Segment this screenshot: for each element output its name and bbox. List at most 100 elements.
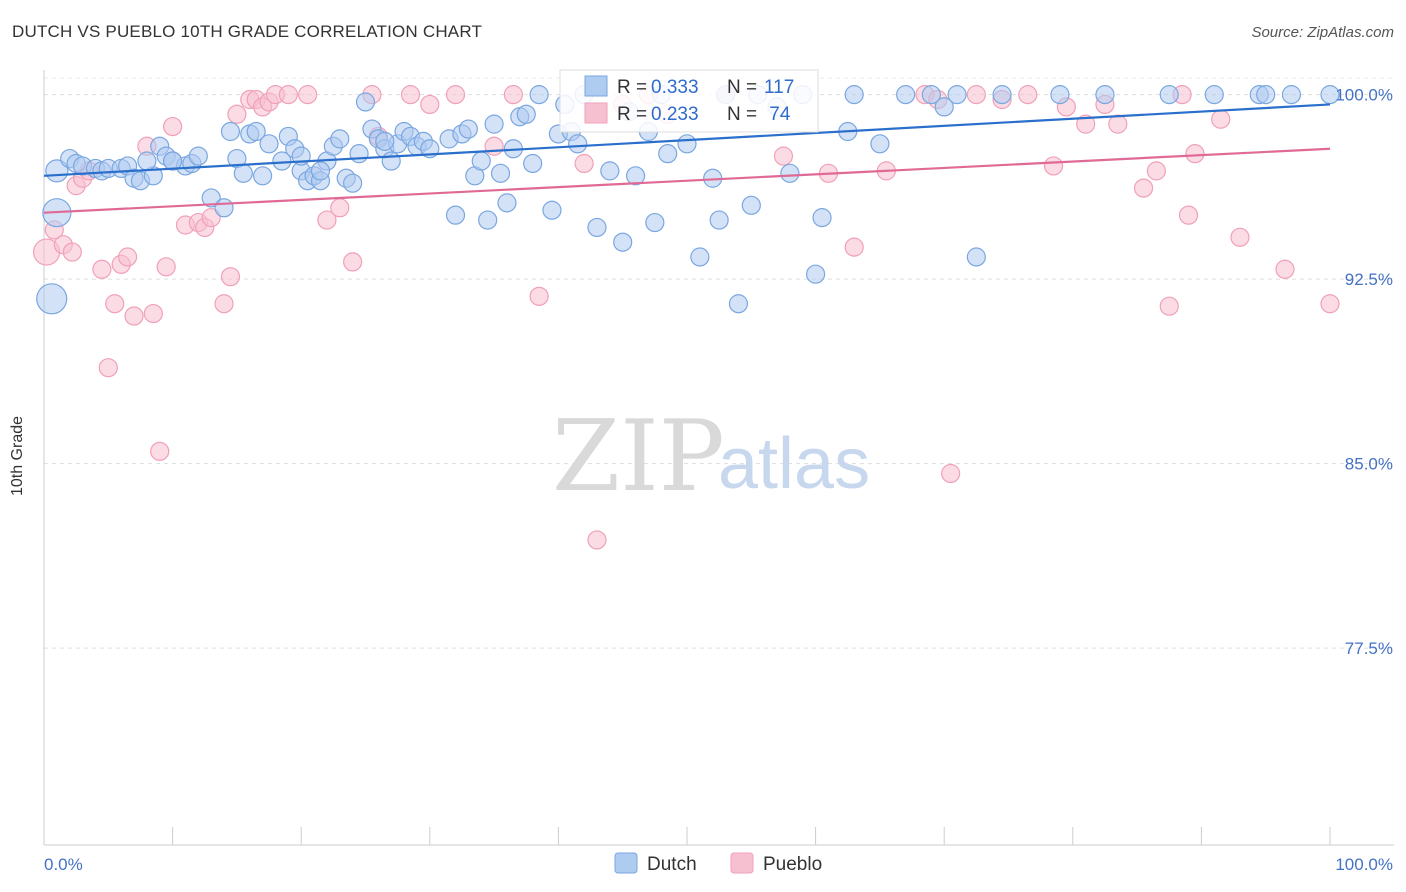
dutch-point-99 xyxy=(966,247,986,267)
pueblo-point-16 xyxy=(156,257,176,277)
dutch-point-76 xyxy=(613,232,633,252)
trend-lines xyxy=(43,103,1331,214)
pueblo-point-69 xyxy=(1185,144,1205,164)
pueblo-point-59 xyxy=(1043,156,1064,176)
pueblo-point-34 xyxy=(343,252,363,272)
pueblo-point-21 xyxy=(201,208,221,228)
dutch-point-57 xyxy=(458,119,478,139)
pueblo-point-56 xyxy=(966,85,986,105)
pueblo-point-70 xyxy=(1211,109,1231,129)
watermark-atlas: atlas xyxy=(718,424,870,504)
pueblo-point-61 xyxy=(1076,114,1096,134)
dutch-point-29 xyxy=(259,134,279,154)
legend-pueblo-r-label: R = xyxy=(617,104,647,125)
pueblo-point-40 xyxy=(484,136,504,156)
dutch-point-115 xyxy=(658,144,678,164)
dutch-point-25 xyxy=(233,163,253,183)
dutch-point-86 xyxy=(741,195,761,215)
legend-swatch-pueblo xyxy=(584,102,608,124)
dutch-point-23 xyxy=(220,121,241,142)
dutch-point-113 xyxy=(870,134,890,154)
pueblo-point-3 xyxy=(62,242,82,262)
chart-source: Source: ZipAtlas.com xyxy=(1251,24,1394,41)
pueblo-point-12 xyxy=(124,306,144,326)
dutch-point-20 xyxy=(188,146,208,166)
pueblo-point-8 xyxy=(98,358,118,378)
legend-swatch-dutch xyxy=(584,75,608,97)
pueblo-point-30 xyxy=(278,85,298,105)
dutch-point-89 xyxy=(780,163,800,183)
pueblo-point-43 xyxy=(574,153,594,174)
dutch-point-59 xyxy=(471,151,491,171)
dutch-point-68 xyxy=(542,200,562,220)
pueblo-point-33 xyxy=(330,198,350,218)
y-tick-label-2: 92.5% xyxy=(1345,270,1393,289)
legend-pueblo-n: 74 xyxy=(764,104,791,125)
dutch-point-95 xyxy=(896,85,916,105)
pueblo-point-71 xyxy=(1230,227,1250,247)
dutch-point-81 xyxy=(677,134,697,154)
dutch-point-62 xyxy=(497,193,517,213)
dutch-point-21 xyxy=(201,188,221,208)
dutch-point-79 xyxy=(645,212,665,233)
dutch-point-94 xyxy=(844,85,864,105)
dutch-point-107 xyxy=(1281,85,1302,105)
dutch-point-101 xyxy=(1050,85,1070,105)
pueblo-point-24 xyxy=(227,104,247,124)
dutch-point-100 xyxy=(992,85,1012,105)
pueblo-point-38 xyxy=(420,94,440,115)
tick-labels: 77.5% 85.0% 92.5% 100.0% 0.0% 100.0% xyxy=(44,86,1393,874)
legend-dutch-n: 117 xyxy=(764,77,794,98)
dutch-point-102 xyxy=(1095,85,1115,105)
pueblo-point-23 xyxy=(220,267,241,287)
dutch-point-108 xyxy=(1320,85,1340,105)
dutch-point-103 xyxy=(1159,85,1179,105)
dutch-point-117 xyxy=(375,131,395,151)
dutch-point-42 xyxy=(349,144,369,164)
dutch-point-98 xyxy=(947,85,967,105)
dutch-point-112 xyxy=(478,210,498,230)
dutch-point-67 xyxy=(529,85,549,105)
dutch-point-85 xyxy=(728,294,749,314)
x-tick-label-1: 100.0% xyxy=(1335,855,1393,874)
dutch-point-77 xyxy=(625,166,646,186)
pueblo-point-55 xyxy=(941,463,961,484)
legend-pueblo-n-label: N = xyxy=(727,104,757,125)
dutch-point-66 xyxy=(523,153,543,174)
series-legend-dutch: Dutch xyxy=(647,854,697,875)
x-tick-label-0: 0.0% xyxy=(44,855,83,874)
watermark: ZIP atlas xyxy=(552,400,870,514)
dutch-point-47 xyxy=(381,151,401,171)
dutch-point-110 xyxy=(163,151,183,171)
legend-dutch-r-label: R = xyxy=(617,77,647,98)
series-legend-swatch-dutch xyxy=(614,852,638,874)
pueblo-point-15 xyxy=(150,441,170,461)
pueblo-point-73 xyxy=(1320,294,1340,314)
legend-dutch-r: 0.333 xyxy=(651,77,699,98)
y-tick-label-3: 100.0% xyxy=(1335,86,1393,105)
dutch-point-104 xyxy=(1204,85,1224,105)
dutch-point-2 xyxy=(36,283,68,315)
pueblo-point-63 xyxy=(1108,114,1128,134)
dutch-point-55 xyxy=(445,205,466,225)
dutch-point-14 xyxy=(137,151,157,171)
dutch-point-92 xyxy=(812,208,832,228)
pueblo-point-17 xyxy=(163,116,183,137)
pueblo-point-72 xyxy=(1275,259,1295,279)
stats-legend: R = 0.333 N = 117 R = 0.233 N = 74 xyxy=(559,69,819,133)
dutch-trend-line xyxy=(43,103,1331,177)
dutch-point-114 xyxy=(310,161,331,181)
dutch-point-97 xyxy=(934,97,954,117)
series-legend: Dutch Pueblo xyxy=(614,852,822,875)
dutch-point-74 xyxy=(587,217,607,238)
dutch-point-96 xyxy=(921,85,941,105)
y-tick-label-0: 77.5% xyxy=(1345,639,1393,658)
dutch-point-22 xyxy=(214,198,234,218)
pueblo-point-22 xyxy=(214,294,234,314)
pueblo-point-31 xyxy=(298,85,318,105)
pueblo-point-66 xyxy=(1159,296,1179,316)
pueblo-trend-line xyxy=(43,147,1331,214)
dutch-point-91 xyxy=(805,264,826,284)
dutch-point-60 xyxy=(484,114,504,134)
